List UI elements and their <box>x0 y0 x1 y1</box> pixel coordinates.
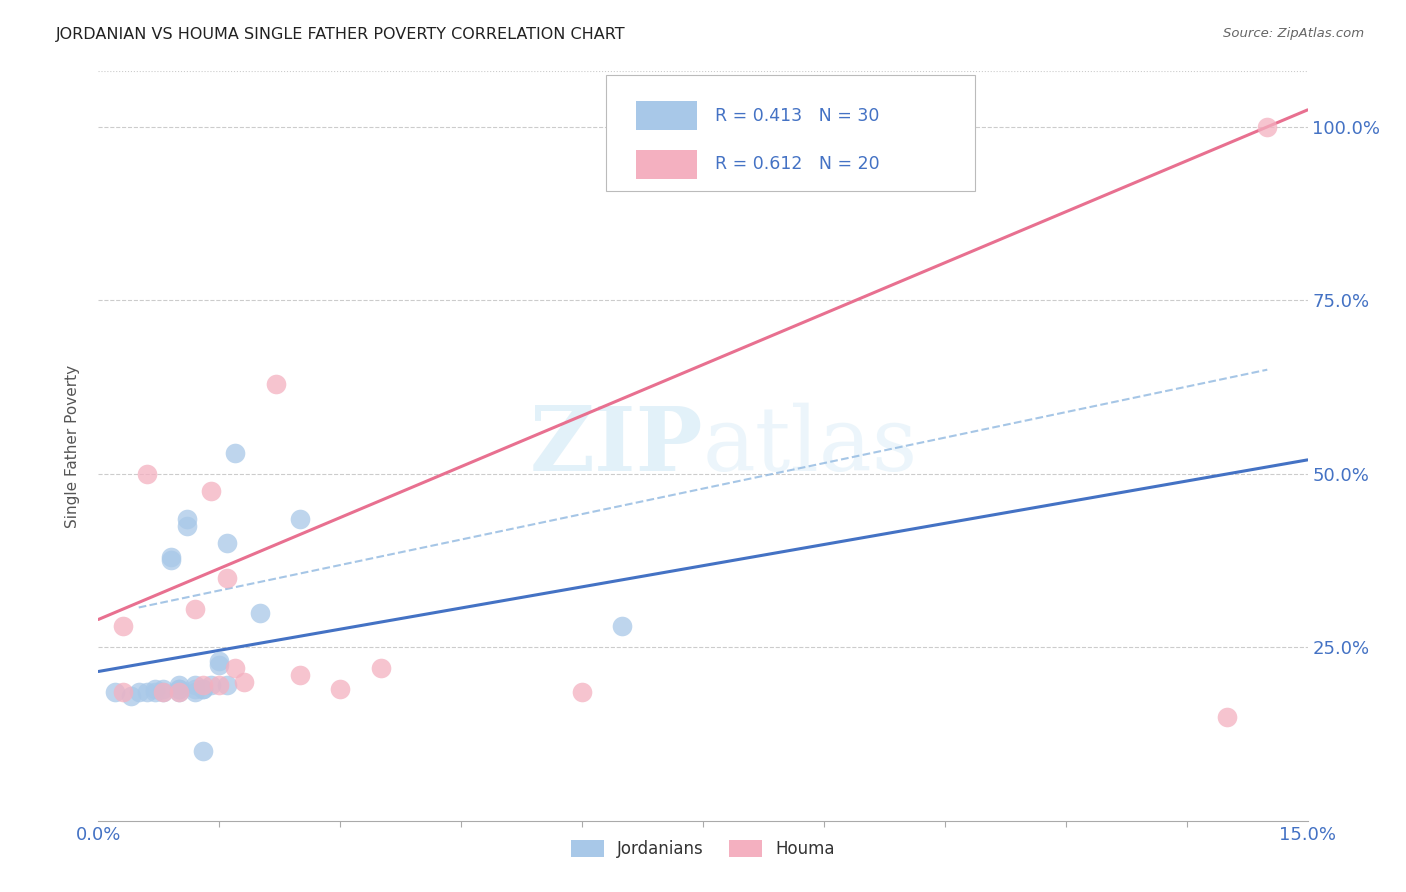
Point <box>152 685 174 699</box>
Point <box>208 657 231 672</box>
Point <box>143 681 166 696</box>
Text: ZIP: ZIP <box>530 402 703 490</box>
Point <box>612 619 634 633</box>
Text: atlas: atlas <box>703 402 918 490</box>
Point <box>288 512 311 526</box>
Point <box>152 685 174 699</box>
Point <box>184 602 207 616</box>
Point <box>224 661 246 675</box>
Point <box>103 685 125 699</box>
Point <box>193 681 215 696</box>
Point <box>176 518 198 533</box>
Point <box>571 685 593 699</box>
Point <box>128 685 150 699</box>
FancyBboxPatch shape <box>606 75 976 191</box>
Point <box>329 681 352 696</box>
Point <box>184 685 207 699</box>
Point <box>217 678 239 692</box>
Point <box>208 678 231 692</box>
Point <box>111 619 134 633</box>
Point <box>264 376 287 391</box>
Point <box>193 744 215 758</box>
Point <box>193 681 215 696</box>
Point <box>1256 120 1278 134</box>
Point <box>200 484 222 499</box>
Point <box>176 512 198 526</box>
Point <box>160 549 183 564</box>
Bar <box>637 150 697 178</box>
Point <box>143 685 166 699</box>
Point <box>224 446 246 460</box>
Point <box>135 685 157 699</box>
Point <box>232 674 254 689</box>
Point <box>184 678 207 692</box>
Point <box>217 571 239 585</box>
Point <box>160 553 183 567</box>
Point <box>370 661 392 675</box>
Point <box>288 668 311 682</box>
Point <box>167 685 190 699</box>
Point <box>193 678 215 692</box>
Point <box>200 678 222 692</box>
Point <box>217 536 239 550</box>
Text: R = 0.612   N = 20: R = 0.612 N = 20 <box>716 155 880 173</box>
Point <box>1216 709 1239 723</box>
Point <box>135 467 157 481</box>
Point <box>249 606 271 620</box>
Point <box>208 654 231 668</box>
Point <box>152 681 174 696</box>
Point <box>733 120 755 134</box>
Y-axis label: Single Father Poverty: Single Father Poverty <box>65 365 80 527</box>
Legend: Jordanians, Houma: Jordanians, Houma <box>564 833 842 864</box>
Text: Source: ZipAtlas.com: Source: ZipAtlas.com <box>1223 27 1364 40</box>
Point <box>120 689 142 703</box>
Text: R = 0.413   N = 30: R = 0.413 N = 30 <box>716 106 880 125</box>
Bar <box>637 102 697 130</box>
Text: JORDANIAN VS HOUMA SINGLE FATHER POVERTY CORRELATION CHART: JORDANIAN VS HOUMA SINGLE FATHER POVERTY… <box>56 27 626 42</box>
Point <box>167 685 190 699</box>
Point <box>111 685 134 699</box>
Point <box>167 681 190 696</box>
Point <box>184 681 207 696</box>
Point <box>167 678 190 692</box>
Point <box>167 681 190 696</box>
